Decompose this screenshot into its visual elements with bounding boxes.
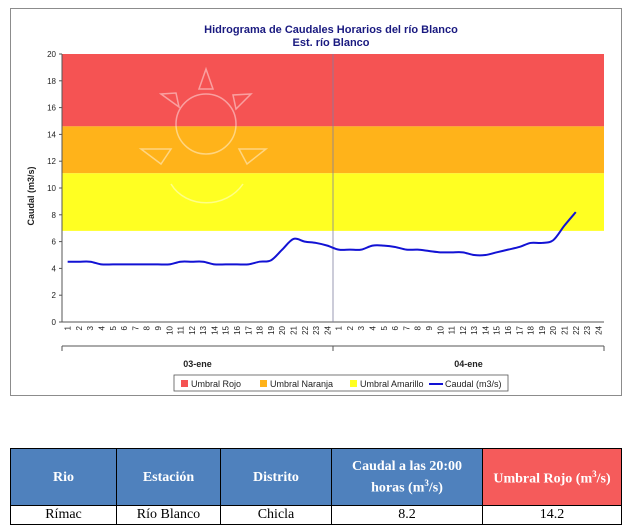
x-tick-label: 23	[312, 325, 321, 334]
cell-distrito: Chicla	[220, 505, 332, 525]
x-tick-label: 9	[425, 325, 434, 330]
y-tick-label: 10	[47, 184, 56, 193]
x-tick-label: 15	[222, 325, 231, 334]
table-header-row: Rio Estación Distrito Caudal a las 20:00…	[10, 448, 622, 506]
x-tick-label: 2	[75, 325, 84, 330]
x-tick-labels: 1 2 3 4 5 6 7 8 9 10 11 12 13 14 15 16 17 18 19 20 21 22 23 24 1…	[64, 325, 604, 334]
legend-label-3: Caudal (m3/s)	[445, 379, 502, 389]
y-tick-label: 16	[47, 104, 56, 113]
day-label: 03-ene	[183, 359, 212, 369]
x-tick-label: 1	[335, 325, 344, 330]
y-tick-label: 0	[52, 318, 57, 327]
hydrograph-chart: Hidrograma de Caudales Horarios del río …	[10, 8, 622, 396]
legend-label-0: Umbral Rojo	[191, 379, 241, 389]
x-tick-label: 10	[165, 325, 174, 334]
legend-box	[173, 374, 509, 392]
x-tick-label: 22	[301, 325, 310, 334]
x-tick-label: 22	[572, 325, 581, 334]
y-tick-label: 18	[47, 77, 56, 86]
x-tick-label: 3	[357, 325, 366, 330]
x-tick-label: 17	[244, 325, 253, 334]
y-tick-label: 12	[47, 157, 56, 166]
x-tick-label: 20	[278, 325, 287, 334]
watermark-logo	[138, 66, 269, 204]
x-tick-label: 13	[470, 325, 479, 334]
x-tick-label: 14	[210, 325, 219, 334]
x-tick-label: 15	[493, 325, 502, 334]
legend-swatch-1	[260, 380, 267, 387]
x-tick-label: 7	[131, 325, 140, 330]
x-tick-label: 13	[199, 325, 208, 334]
x-tick-label: 12	[459, 325, 468, 334]
x-tick-label: 4	[369, 325, 378, 330]
x-tick-label: 11	[448, 325, 457, 334]
x-tick-label: 6	[120, 325, 129, 330]
y-tick-label: 4	[52, 264, 57, 273]
header-distrito: Distrito	[220, 448, 332, 506]
legend-label-1: Umbral Naranja	[270, 379, 333, 389]
x-tick-label: 2	[346, 325, 355, 330]
x-tick-label: 6	[391, 325, 400, 330]
y-tick-label: 20	[47, 50, 56, 59]
x-tick-label: 3	[86, 325, 95, 330]
day-label: 04-ene	[454, 359, 483, 369]
x-tick-label: 9	[154, 325, 163, 330]
x-tick-label: 19	[267, 325, 276, 334]
chart-legend: Umbral Rojo Umbral Naranja Umbral Amarillo…	[173, 374, 509, 392]
x-tick-label: 16	[504, 325, 513, 334]
x-tick-label: 21	[560, 325, 569, 334]
y-axis-label: Caudal (m3/s)	[26, 166, 36, 225]
x-tick-label: 24	[323, 325, 332, 334]
chart-title: Hidrograma de Caudales Horarios del río …	[204, 24, 458, 36]
x-tick-label: 18	[256, 325, 265, 334]
x-tick-label: 8	[414, 325, 423, 330]
x-tick-label: 21	[289, 325, 298, 334]
x-tick-label: 19	[538, 325, 547, 334]
cell-caudal: 8.2	[331, 505, 483, 525]
hydrograph-svg: Hidrograma de Caudales Horarios del río …	[26, 24, 605, 392]
y-tick-labels: 0 2 4 6 8 10 12 14 16 18 20	[47, 50, 62, 327]
x-tick-label: 18	[527, 325, 536, 334]
x-tick-label: 16	[233, 325, 242, 334]
day-labels: 03-ene 04-ene	[183, 359, 483, 369]
x-tick-label: 7	[402, 325, 411, 330]
series-line-caudal	[67, 211, 577, 266]
x-tick-label: 17	[515, 325, 524, 334]
y-tick-label: 6	[52, 238, 57, 247]
x-tick-label: 8	[143, 325, 152, 330]
x-tick-label: 24	[594, 325, 603, 334]
cell-estacion: Río Blanco	[116, 505, 221, 525]
header-caudal: Caudal a las 20:00 horas (m3/s)	[331, 448, 483, 506]
y-tick-label: 2	[52, 291, 57, 300]
legend-swatch-2	[350, 380, 357, 387]
x-tick-label: 14	[481, 325, 490, 334]
x-tick-label: 10	[436, 325, 445, 334]
x-tick-label: 12	[188, 325, 197, 334]
cell-rio: Rímac	[10, 505, 117, 525]
x-tick-label: 1	[64, 325, 73, 330]
y-tick-label: 8	[52, 211, 57, 220]
x-tick-label: 5	[380, 325, 389, 330]
summary-table: Rio Estación Distrito Caudal a las 20:00…	[10, 448, 622, 525]
header-estacion: Estación	[116, 448, 221, 506]
table-row: Rímac Río Blanco Chicla 8.2 14.2	[10, 505, 622, 525]
header-umbral-rojo: Umbral Rojo (m3/s)	[482, 448, 622, 506]
x-tick-label: 11	[177, 325, 186, 334]
chart-subtitle: Est. río Blanco	[292, 37, 369, 49]
legend-swatch-0	[181, 380, 188, 387]
x-tick-label: 23	[583, 325, 592, 334]
x-tick-label: 20	[549, 325, 558, 334]
x-tick-label: 4	[98, 325, 107, 330]
cell-umbral-rojo: 14.2	[482, 505, 622, 525]
legend-label-2: Umbral Amarillo	[360, 379, 424, 389]
header-rio: Rio	[10, 448, 117, 506]
x-tick-label: 5	[109, 325, 118, 330]
y-tick-label: 14	[47, 130, 56, 139]
